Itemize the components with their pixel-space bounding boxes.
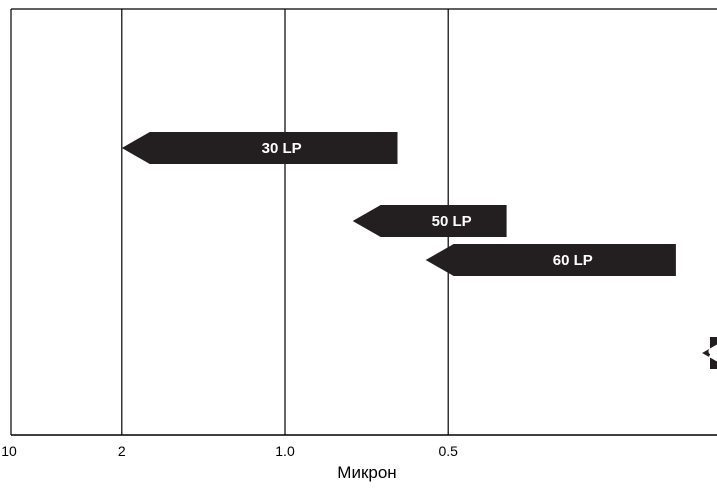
x-tick-label: 10	[1, 443, 17, 459]
plot-frame	[10, 8, 717, 436]
x-tick-label: 2	[118, 443, 126, 459]
range-bars: 30 LP 50 LP 60 LP 90 LP	[121, 132, 717, 369]
range-bar	[121, 132, 398, 164]
bar-label: 30 LP	[262, 140, 302, 157]
bar-label: 90 LP	[708, 345, 717, 362]
x-tick-label: 0.5	[438, 443, 458, 459]
range-bar	[425, 244, 676, 276]
x-axis-label: Микрон	[337, 463, 396, 482]
x-tick-label: 1.0	[275, 443, 295, 459]
range-bar	[702, 337, 717, 369]
bar-label: 60 LP	[553, 252, 593, 269]
range-bar	[352, 205, 507, 237]
x-tick-labels: 106421.00.50.1	[1, 443, 458, 459]
bar-label: 50 LP	[432, 213, 472, 230]
